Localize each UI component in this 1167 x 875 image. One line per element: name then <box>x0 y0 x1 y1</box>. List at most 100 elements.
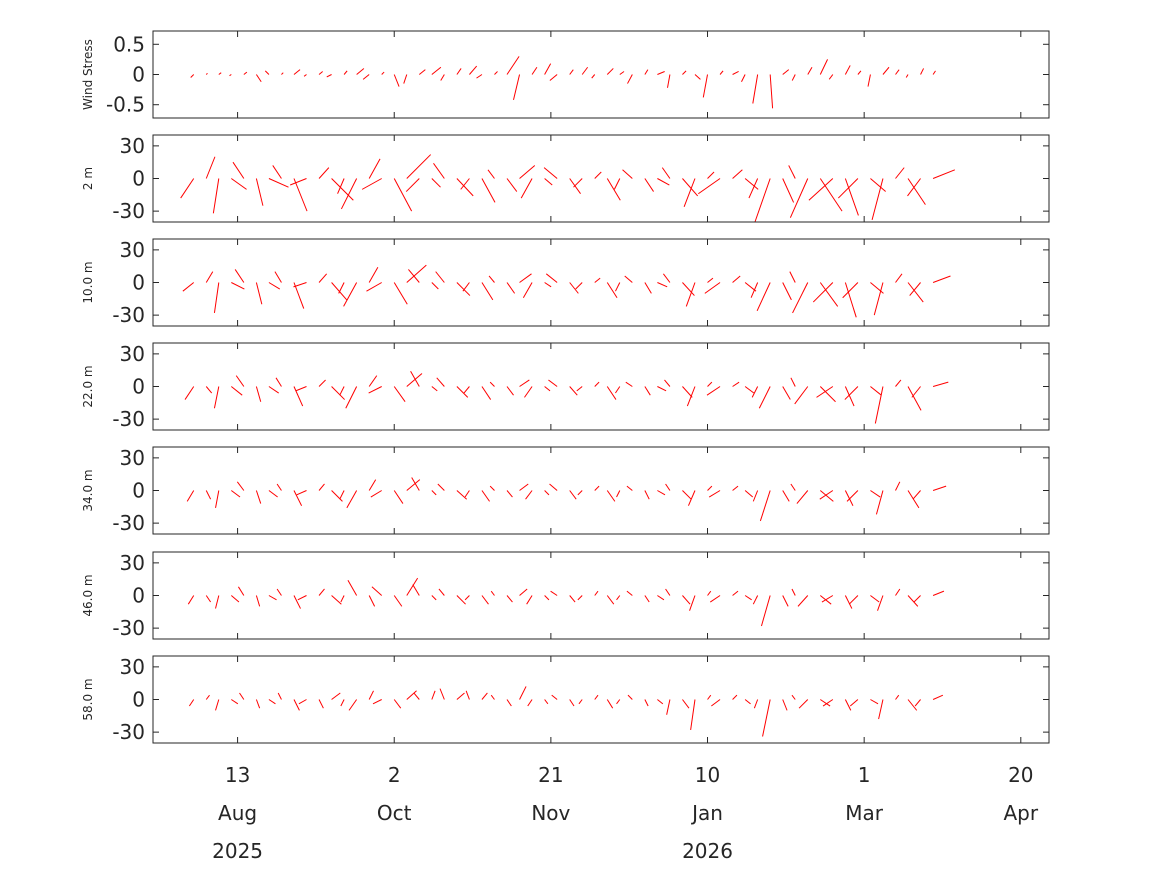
stick-vector <box>487 169 495 179</box>
stick-vector <box>431 66 442 75</box>
stick-vector <box>688 490 696 506</box>
stick-vector <box>606 386 617 400</box>
stick-vector <box>837 178 859 199</box>
stick-vector <box>331 386 345 400</box>
stick-vector <box>180 178 195 199</box>
stick-vector <box>751 386 759 398</box>
stick-series <box>182 264 951 318</box>
stick-vector <box>690 699 696 731</box>
stick-vector <box>732 694 738 700</box>
stick-vector <box>877 595 884 611</box>
stick-vector <box>895 69 900 75</box>
stick-vector <box>338 282 345 294</box>
stick-vector <box>184 386 195 400</box>
stick-vector <box>782 69 790 75</box>
stick-vector <box>232 161 245 179</box>
stick-vector <box>657 282 668 288</box>
panel-frame <box>152 446 1050 535</box>
stick-vector <box>348 699 358 711</box>
stick-vector <box>393 178 413 212</box>
x-tick-label-day: 20 <box>1008 763 1033 787</box>
stick-vector <box>318 379 326 387</box>
stick-vector <box>393 490 404 504</box>
stick-vector <box>549 74 558 81</box>
stick-vector <box>657 71 665 75</box>
stick-vector <box>231 490 241 498</box>
stick-vector <box>816 386 834 398</box>
stick-vector <box>576 386 583 392</box>
stick-vector <box>707 277 714 283</box>
stick-vector <box>205 595 212 603</box>
stick-vector <box>393 699 402 709</box>
stick-vector <box>393 595 403 607</box>
stick-vector <box>551 694 558 700</box>
y-tick-label: 0.5 <box>113 32 145 56</box>
y-axis-label: 46.0 m <box>81 574 95 616</box>
stick-vector <box>520 178 533 199</box>
stick-vector <box>293 178 308 212</box>
stick-vector <box>295 386 307 392</box>
stick-vector <box>594 694 599 700</box>
stick-vector <box>895 588 901 596</box>
stick-vector <box>732 590 739 596</box>
stick-vector <box>606 595 615 605</box>
stick-vector <box>318 588 325 596</box>
stick-vector <box>644 178 654 192</box>
stick-vector <box>682 595 691 605</box>
stick-vector <box>797 595 809 607</box>
stick-vector <box>403 74 408 84</box>
stick-vector <box>794 386 809 405</box>
stick-vector <box>326 74 332 78</box>
stick-vector <box>293 386 304 407</box>
y-tick-label: 0 <box>132 167 145 191</box>
stick-vector <box>456 490 468 500</box>
stick-vector <box>932 590 945 596</box>
stick-vector <box>932 70 936 75</box>
stick-vector <box>460 178 470 190</box>
stick-vector <box>822 699 834 707</box>
stick-vector <box>870 699 879 705</box>
stick-vector <box>436 377 445 387</box>
stick-vector <box>406 479 421 491</box>
panel-34-0-m: 30 0 -30 34.0 m <box>81 446 1050 535</box>
stick-vector <box>293 490 303 506</box>
stick-vector <box>790 483 796 491</box>
stick-vector <box>412 584 420 596</box>
stick-vector <box>821 595 834 603</box>
stick-vector <box>857 70 862 75</box>
stick-vector <box>411 477 420 491</box>
stick-vector <box>298 699 307 705</box>
stick-vector <box>331 282 348 301</box>
stick-vector <box>213 282 220 314</box>
stick-vector <box>544 63 552 75</box>
stick-vector <box>229 74 232 77</box>
stick-vector <box>544 490 550 496</box>
stick-vector <box>798 699 809 709</box>
y-tick-label: 30 <box>120 342 145 366</box>
stick-vector <box>255 178 264 206</box>
stick-vector <box>205 386 213 394</box>
stick-vector <box>905 74 909 78</box>
stick-vector <box>808 178 834 201</box>
y-tick-label: 0 <box>132 375 145 399</box>
stick-vector <box>569 699 575 707</box>
stick-vector <box>606 68 614 75</box>
stick-vector <box>875 490 884 515</box>
stick-vector <box>627 74 633 84</box>
stick-vector <box>435 271 445 283</box>
stick-vector <box>569 282 579 294</box>
stick-vector <box>456 692 465 700</box>
stick-vector <box>667 74 671 88</box>
stick-vector <box>895 379 902 387</box>
stick-vector <box>231 178 247 190</box>
panel-frame <box>152 238 1050 327</box>
stick-vector <box>759 490 771 522</box>
stick-vector <box>230 595 240 603</box>
stick-vector <box>543 167 558 179</box>
stick-vector <box>481 490 490 502</box>
stick-vector <box>819 490 834 500</box>
stick-vector <box>616 699 621 705</box>
y-tick-label: -30 <box>112 407 145 431</box>
stick-vector <box>819 59 829 75</box>
